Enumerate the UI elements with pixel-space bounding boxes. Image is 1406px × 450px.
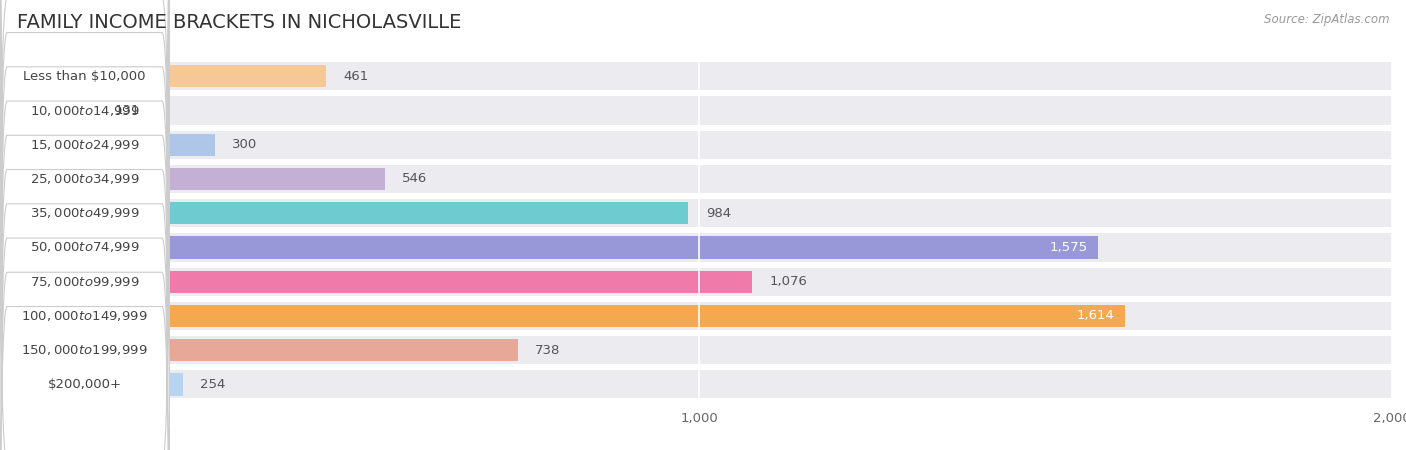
Text: Less than $10,000: Less than $10,000 [24, 70, 146, 83]
Bar [7, 268, 1392, 296]
Text: $35,000 to $49,999: $35,000 to $49,999 [30, 206, 139, 220]
Text: $75,000 to $99,999: $75,000 to $99,999 [30, 274, 139, 289]
Bar [7, 168, 385, 190]
FancyBboxPatch shape [0, 51, 169, 450]
Bar [7, 236, 1098, 259]
FancyBboxPatch shape [0, 17, 169, 450]
Bar [7, 134, 215, 156]
Bar [7, 165, 1392, 193]
Bar [7, 270, 752, 293]
Text: 461: 461 [343, 70, 368, 83]
Bar [7, 65, 326, 87]
Text: 1,575: 1,575 [1049, 241, 1087, 254]
Bar [7, 374, 183, 396]
Text: 546: 546 [402, 172, 427, 185]
Bar [7, 62, 1392, 90]
Text: $10,000 to $14,999: $10,000 to $14,999 [30, 104, 139, 117]
Text: $50,000 to $74,999: $50,000 to $74,999 [30, 240, 139, 255]
FancyBboxPatch shape [0, 0, 169, 375]
Text: $200,000+: $200,000+ [48, 378, 121, 391]
Bar [7, 302, 1392, 330]
FancyBboxPatch shape [0, 0, 169, 450]
Bar [7, 305, 1125, 327]
Text: $100,000 to $149,999: $100,000 to $149,999 [21, 309, 148, 323]
FancyBboxPatch shape [0, 0, 169, 450]
Bar [7, 336, 1392, 364]
Text: $25,000 to $34,999: $25,000 to $34,999 [30, 172, 139, 186]
Text: 738: 738 [536, 344, 561, 357]
FancyBboxPatch shape [0, 0, 169, 409]
Text: $15,000 to $24,999: $15,000 to $24,999 [30, 138, 139, 152]
Text: 1,076: 1,076 [769, 275, 807, 288]
Text: 254: 254 [200, 378, 225, 391]
Bar [7, 199, 1392, 227]
Text: 984: 984 [706, 207, 731, 220]
Bar [7, 130, 1392, 159]
Bar [7, 99, 98, 122]
Bar [7, 370, 1392, 399]
FancyBboxPatch shape [0, 0, 169, 444]
Bar [7, 234, 1392, 261]
Text: 1,614: 1,614 [1077, 310, 1115, 323]
Bar [7, 339, 517, 361]
FancyBboxPatch shape [0, 0, 169, 341]
Text: FAMILY INCOME BRACKETS IN NICHOLASVILLE: FAMILY INCOME BRACKETS IN NICHOLASVILLE [17, 14, 461, 32]
Bar [7, 202, 689, 225]
FancyBboxPatch shape [0, 86, 169, 450]
Text: 300: 300 [232, 138, 257, 151]
Text: $150,000 to $199,999: $150,000 to $199,999 [21, 343, 148, 357]
Text: Source: ZipAtlas.com: Source: ZipAtlas.com [1264, 14, 1389, 27]
FancyBboxPatch shape [0, 120, 169, 450]
Text: 131: 131 [115, 104, 141, 117]
Bar [7, 96, 1392, 125]
